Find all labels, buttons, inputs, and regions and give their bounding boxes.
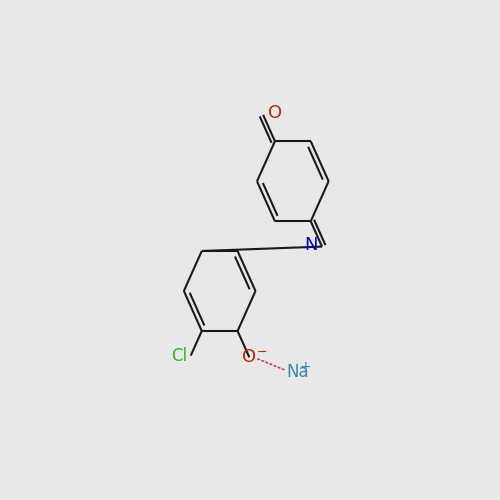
Text: −: − [257, 346, 268, 358]
Text: Cl: Cl [171, 346, 187, 364]
Text: N: N [304, 236, 318, 254]
Text: Na: Na [286, 363, 308, 381]
Text: O: O [268, 104, 282, 122]
Text: O: O [242, 348, 256, 366]
Text: +: + [300, 360, 311, 374]
